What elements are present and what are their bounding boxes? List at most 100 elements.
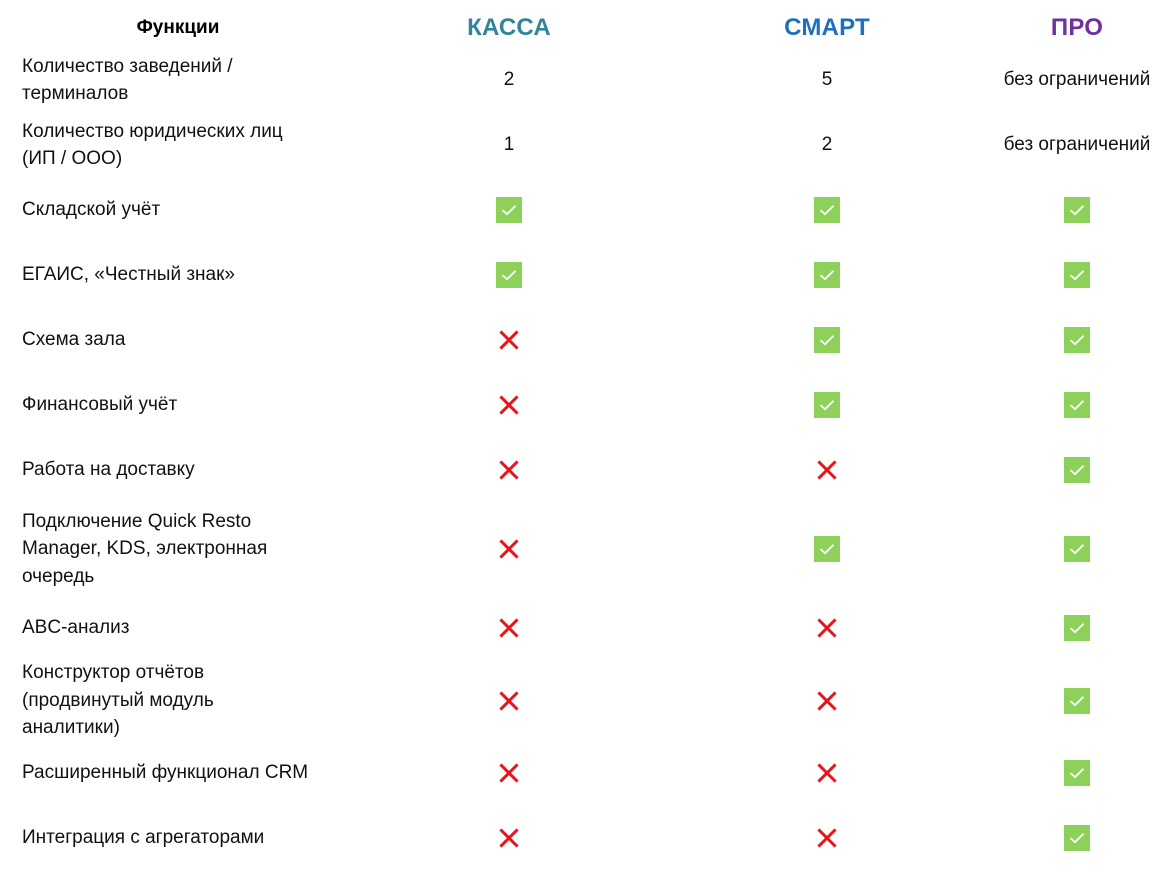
check-icon — [1064, 760, 1090, 786]
cell-pro: без ограничений — [990, 117, 1164, 173]
cell-smart — [777, 600, 877, 656]
cell-kassa — [459, 507, 559, 591]
cell-value: 2 — [821, 134, 833, 155]
cell-pro — [990, 655, 1164, 746]
feature-label: Конструктор отчётов (продвинутый модуль … — [22, 662, 214, 739]
plan-header-pro: ПРО — [1050, 14, 1104, 41]
cell-pro — [990, 507, 1164, 591]
feature-label: Финансовый учёт — [22, 394, 178, 416]
check-icon — [814, 392, 840, 418]
table-row: Конструктор отчётов (продвинутый модуль … — [0, 655, 1169, 746]
cell-smart — [777, 810, 877, 866]
cell-pro — [990, 182, 1164, 238]
cell-value: 2 — [503, 69, 515, 90]
cell-value: 1 — [503, 134, 515, 155]
table-row: Расширенный функционал CRM — [0, 745, 1169, 801]
check-icon — [1064, 457, 1090, 483]
cell-kassa: 1 — [459, 117, 559, 173]
check-icon — [814, 197, 840, 223]
feature-label: Количество юридических лиц (ИП / ООО) — [22, 120, 283, 170]
check-icon — [496, 262, 522, 288]
feature-label: Работа на доставку — [22, 459, 195, 481]
feature-label: Расширенный функционал CRM — [22, 762, 309, 784]
cross-icon — [814, 825, 840, 851]
table-row: ЕГАИС, «Честный знак» — [0, 247, 1169, 303]
table-row: Количество юридических лиц (ИП / ООО) 1 2 б… — [0, 117, 1169, 173]
feature-label: Схема зала — [22, 329, 126, 351]
table-row: Схема зала — [0, 312, 1169, 368]
check-icon — [1064, 536, 1090, 562]
cross-icon — [496, 327, 522, 353]
cell-kassa: 2 — [459, 52, 559, 108]
cell-kassa — [459, 655, 559, 746]
feature-label: Количество заведений / терминалов — [22, 55, 233, 105]
cell-pro — [990, 810, 1164, 866]
cell-kassa — [459, 247, 559, 303]
table-row: ABC-анализ — [0, 600, 1169, 656]
cell-smart — [777, 247, 877, 303]
cross-icon — [814, 615, 840, 641]
cross-icon — [496, 536, 522, 562]
plan-header-kassa: КАССА — [467, 14, 551, 41]
cell-smart — [777, 745, 877, 801]
check-icon — [1064, 687, 1090, 714]
header-row: Функции КАССА СМАРТ ПРО — [0, 8, 1169, 48]
cross-icon — [496, 760, 522, 786]
cell-pro — [990, 442, 1164, 498]
cell-pro — [990, 745, 1164, 801]
cell-kassa — [459, 312, 559, 368]
feature-column-header: Функции — [136, 17, 220, 38]
cell-smart — [777, 182, 877, 238]
cell-value: 5 — [821, 69, 833, 90]
cell-smart — [777, 507, 877, 591]
feature-label: Интеграция с агрегаторами — [22, 827, 265, 849]
table-row: Интеграция с агрегаторами — [0, 810, 1169, 866]
cross-icon — [496, 392, 522, 418]
cell-kassa — [459, 810, 559, 866]
cross-icon — [814, 688, 840, 714]
table-row: Количество заведений / терминалов 2 5 без о… — [0, 52, 1169, 108]
table-row: Подключение Quick Resto Manager, KDS, эл… — [0, 507, 1169, 591]
table-row: Финансовый учёт — [0, 377, 1169, 433]
cross-icon — [814, 760, 840, 786]
cross-icon — [496, 688, 522, 714]
cell-smart — [777, 312, 877, 368]
cell-smart — [777, 377, 877, 433]
feature-label: ABC-анализ — [22, 617, 130, 639]
check-icon — [1064, 825, 1090, 851]
table-row: Складской учёт — [0, 182, 1169, 238]
feature-label: ЕГАИС, «Честный знак» — [22, 264, 235, 286]
cell-smart: 5 — [777, 52, 877, 108]
table-row: Работа на доставку — [0, 442, 1169, 498]
check-icon — [1064, 615, 1090, 641]
cell-pro — [990, 312, 1164, 368]
cross-icon — [496, 825, 522, 851]
cell-kassa — [459, 745, 559, 801]
cell-kassa — [459, 377, 559, 433]
check-icon — [814, 262, 840, 288]
cross-icon — [496, 615, 522, 641]
check-icon — [1064, 392, 1090, 418]
check-icon — [814, 327, 840, 353]
check-icon — [1064, 327, 1090, 353]
check-icon — [1064, 197, 1090, 223]
cell-smart — [777, 442, 877, 498]
check-icon — [814, 536, 840, 562]
cell-smart — [777, 655, 877, 746]
cross-icon — [814, 457, 840, 483]
cell-kassa — [459, 182, 559, 238]
cell-pro — [990, 377, 1164, 433]
cell-value: без ограничений — [1003, 134, 1151, 155]
feature-label: Подключение Quick Resto Manager, KDS, эл… — [22, 510, 268, 587]
cell-pro — [990, 600, 1164, 656]
cell-pro: без ограничений — [990, 52, 1164, 108]
cell-pro — [990, 247, 1164, 303]
cell-smart: 2 — [777, 117, 877, 173]
feature-label: Складской учёт — [22, 199, 161, 221]
plan-header-smart: СМАРТ — [784, 14, 870, 41]
cell-kassa — [459, 442, 559, 498]
check-icon — [496, 197, 522, 223]
cross-icon — [496, 457, 522, 483]
cell-value: без ограничений — [1003, 69, 1151, 90]
check-icon — [1064, 262, 1090, 288]
